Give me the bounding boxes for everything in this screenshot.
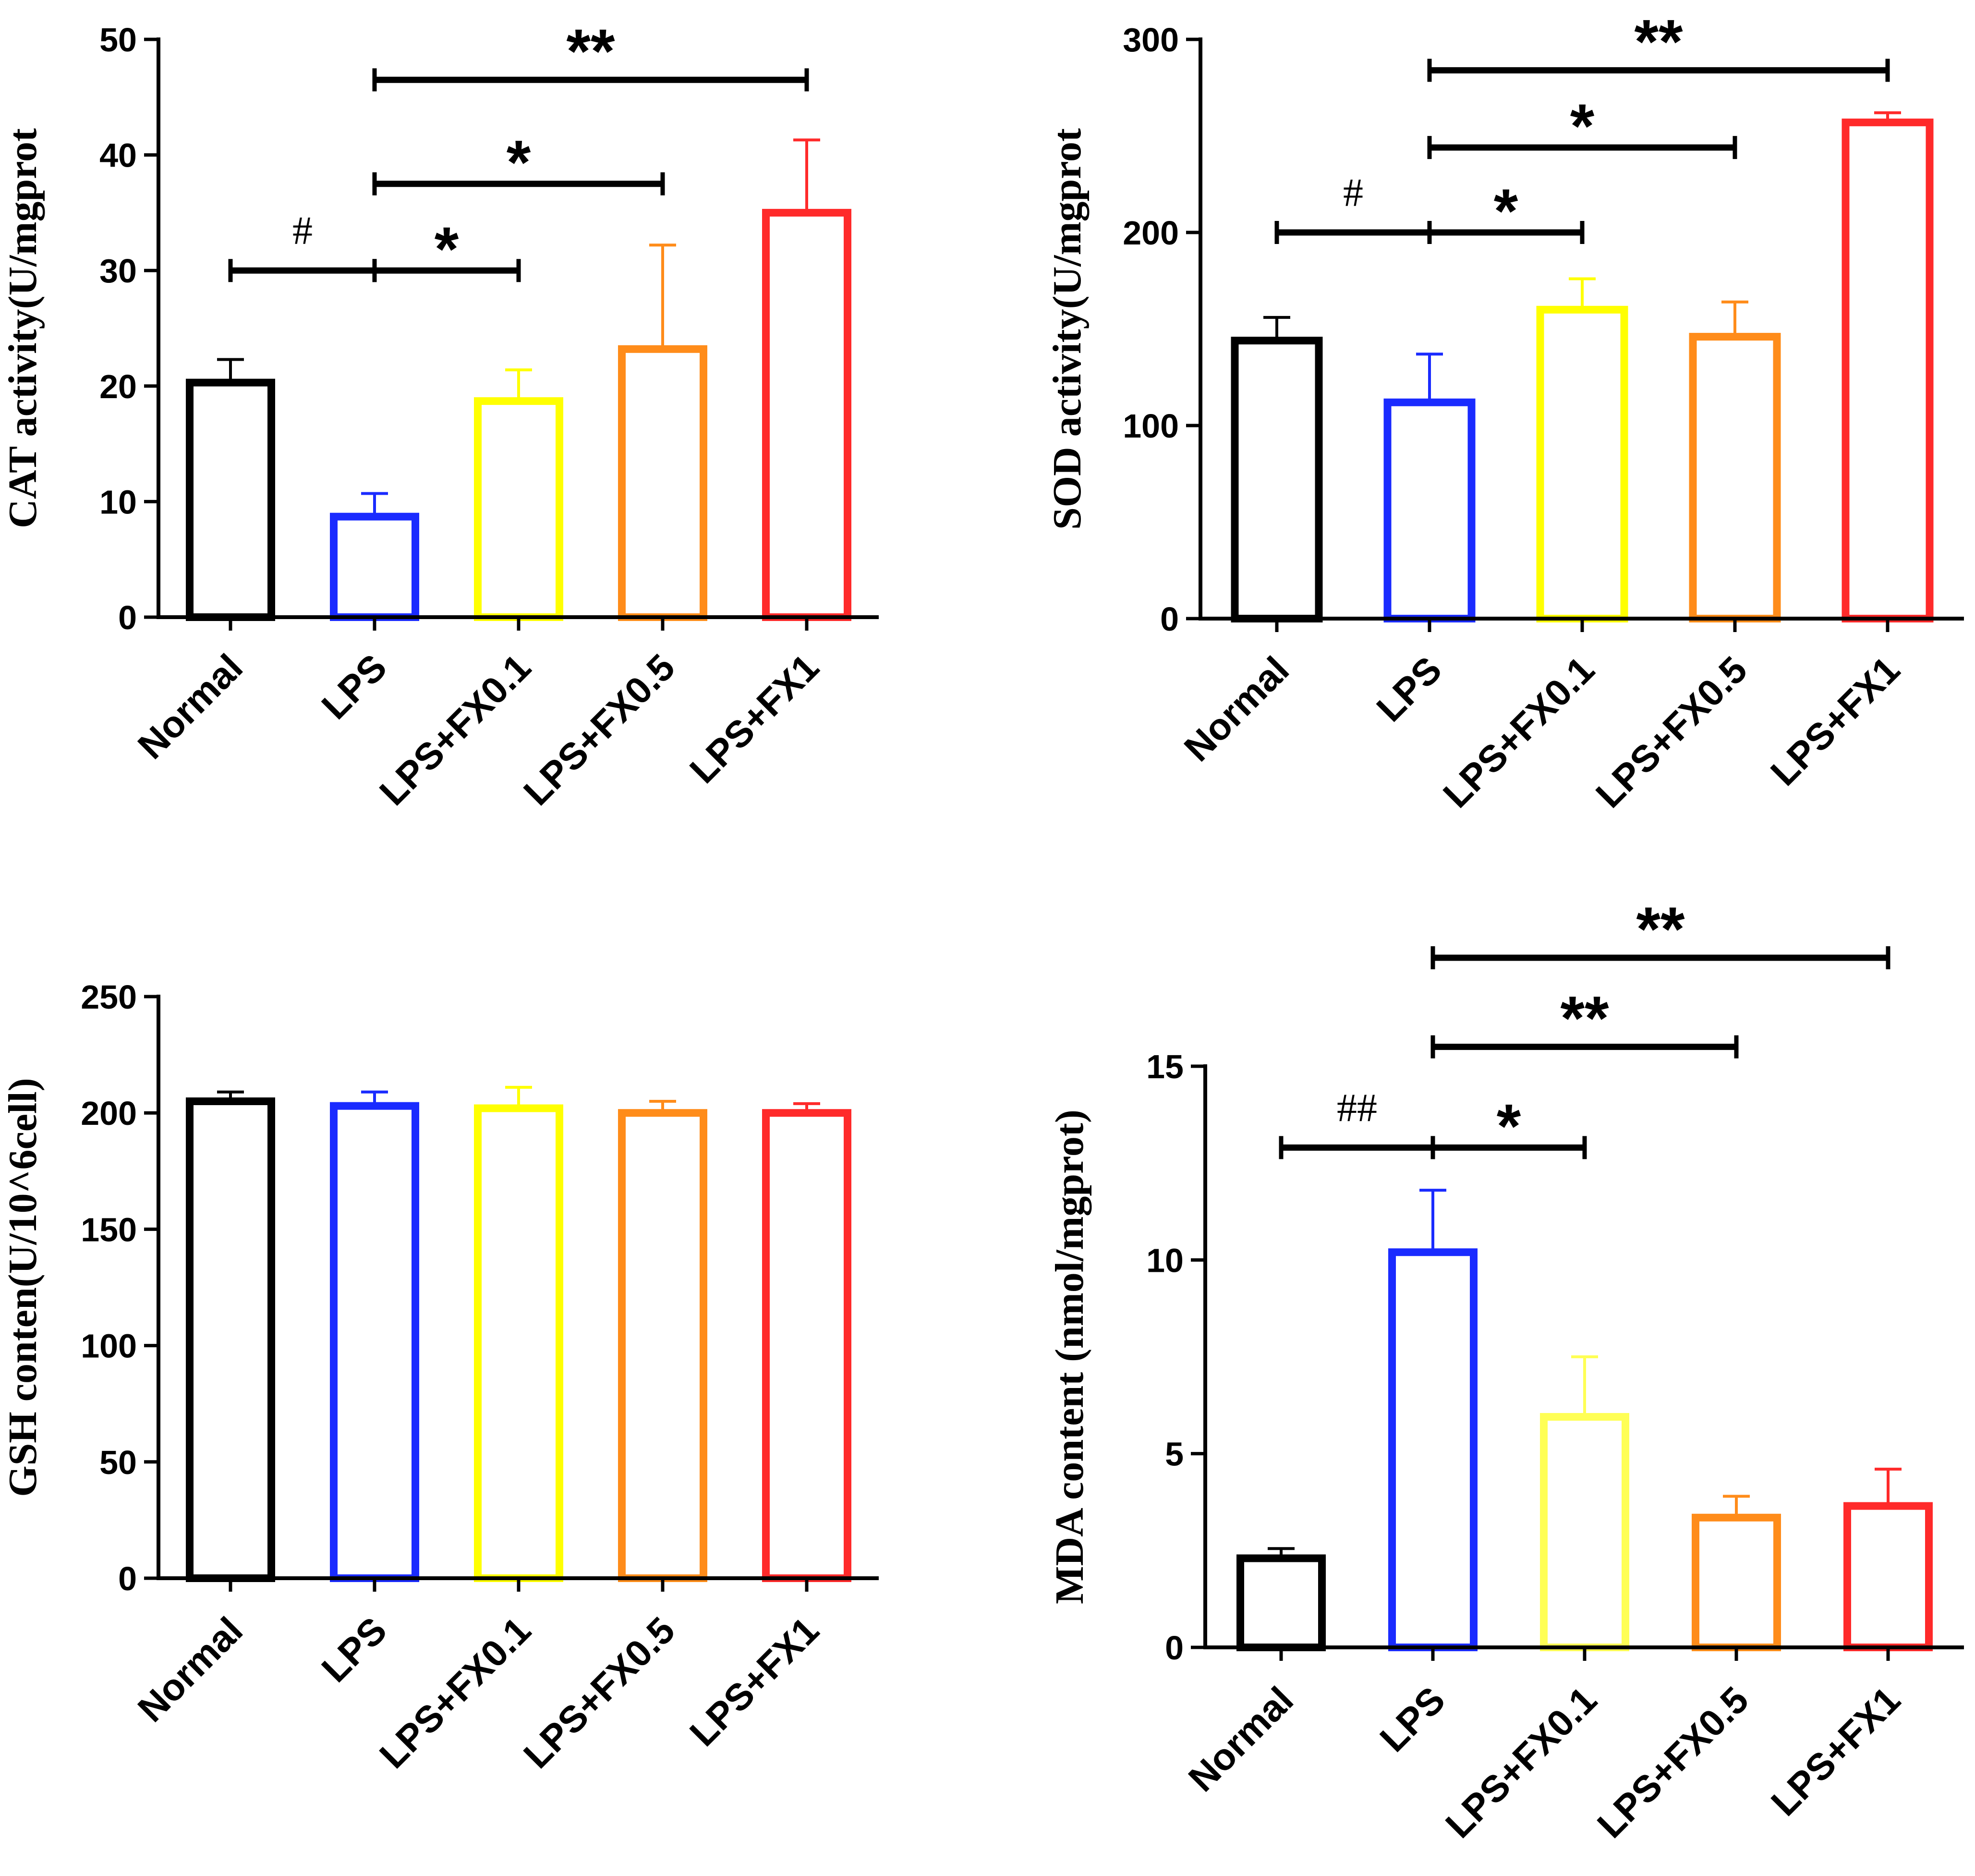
bar-lps-fx0-5 — [618, 345, 707, 621]
x-tick-label: LPS — [1372, 1679, 1453, 1760]
y-tick-label: 5 — [1165, 1436, 1184, 1473]
x-tick-label: LPS+FX0.1 — [1435, 648, 1602, 816]
y-tick-label: 0 — [1160, 600, 1179, 638]
significance-stars: ** — [1636, 894, 1685, 964]
bar-lps-fx0-5 — [618, 1109, 707, 1582]
bar-normal — [1236, 1554, 1326, 1651]
x-tick-label: LPS+FX0.1 — [371, 646, 539, 814]
bar-lps-fx1 — [1843, 1502, 1933, 1651]
x-tick-label: LPS+FX0.5 — [1589, 1679, 1757, 1846]
significance-stars: * — [507, 127, 531, 197]
chart-panel-3: 0 50 100 150 200 250 Normal LPSLPS+FX0.1LPS+FX0… — [0, 978, 879, 1777]
significance-stars: * — [1494, 176, 1518, 246]
x-tick-label: LPS+FX1 — [681, 1609, 827, 1754]
x-tick-label: LPS — [314, 1609, 395, 1690]
bar-normal — [186, 378, 275, 621]
y-axis-title: SOD activity(U/mgprot — [1045, 128, 1090, 530]
bar-lps-fx0-1 — [474, 397, 563, 621]
y-tick-label: 40 — [99, 137, 137, 174]
x-tick-label: Normal — [1176, 648, 1297, 769]
bar-lps-fx1 — [762, 1109, 851, 1582]
y-axis-title: GSH conten(U/10^6cell) — [0, 1078, 45, 1497]
y-tick-label: 0 — [118, 599, 137, 636]
bar-normal — [186, 1097, 275, 1582]
significance-stars: * — [1497, 1091, 1521, 1161]
bar-lps-fx0-5 — [1692, 1513, 1781, 1651]
chart-panel-1: 0 10 20 30 40 50 Normal LPSLPS+FX0.1LPS+FX0.5LP… — [0, 16, 879, 814]
bar-lps-fx0-1 — [1536, 305, 1628, 622]
x-tick-label: Normal — [1180, 1679, 1301, 1800]
bar-normal — [1231, 337, 1323, 622]
bar-lps — [1383, 398, 1476, 622]
bar-lps-fx0-1 — [474, 1104, 563, 1582]
x-tick-label: LPS+FX0.5 — [515, 1609, 683, 1777]
y-tick-label: 250 — [81, 978, 137, 1016]
y-tick-label: 150 — [81, 1211, 137, 1248]
x-tick-label: LPS — [1369, 648, 1450, 730]
y-tick-label: 30 — [99, 252, 137, 290]
bar-lps-fx1 — [762, 208, 851, 621]
y-tick-label: 0 — [118, 1560, 137, 1597]
y-tick-label: 20 — [99, 368, 137, 405]
y-tick-label: 0 — [1165, 1629, 1184, 1667]
y-tick-label: 100 — [1123, 407, 1179, 445]
y-axis-title: CAT activity(U/mgprot — [0, 128, 45, 528]
significance-stars: * — [1570, 91, 1595, 161]
x-tick-label: LPS+FX1 — [681, 646, 827, 792]
y-tick-label: 15 — [1146, 1048, 1184, 1085]
y-tick-label: 200 — [1123, 214, 1179, 252]
bar-lps — [330, 512, 419, 621]
x-tick-label: Normal — [130, 646, 251, 767]
x-tick-label: LPS+FX1 — [1762, 648, 1908, 794]
bar-lps-fx0-1 — [1540, 1413, 1629, 1652]
bar-lps — [1388, 1248, 1478, 1651]
significance-stars: ** — [566, 16, 615, 86]
x-tick-label: LPS+FX0.1 — [371, 1609, 539, 1777]
significance-stars: ** — [1560, 983, 1609, 1053]
y-tick-label: 300 — [1123, 21, 1179, 59]
significance-stars: ** — [1634, 6, 1683, 76]
hash-annotation: ## — [1337, 1085, 1377, 1130]
x-tick-label: LPS — [314, 646, 395, 727]
y-tick-label: 10 — [1146, 1242, 1184, 1279]
y-tick-label: 50 — [99, 21, 137, 59]
y-tick-label: 200 — [81, 1095, 137, 1132]
bar-lps-fx0-5 — [1689, 333, 1781, 622]
hash-annotation: # — [1343, 171, 1363, 215]
x-tick-label: LPS+FX1 — [1763, 1679, 1908, 1824]
bar-lps — [330, 1102, 419, 1582]
y-tick-label: 100 — [81, 1328, 137, 1365]
hash-annotation: # — [292, 208, 313, 253]
y-tick-label: 50 — [99, 1444, 137, 1481]
x-tick-label: LPS+FX0.5 — [515, 646, 683, 814]
significance-stars: * — [435, 214, 459, 284]
x-tick-label: LPS+FX0.5 — [1587, 648, 1755, 816]
x-tick-label: LPS+FX0.1 — [1437, 1679, 1605, 1846]
y-axis-title: MDA content (nmol/mgprot) — [1047, 1109, 1092, 1604]
bar-lps-fx1 — [1842, 118, 1934, 623]
x-tick-label: Normal — [130, 1609, 251, 1730]
y-tick-label: 10 — [99, 483, 137, 521]
